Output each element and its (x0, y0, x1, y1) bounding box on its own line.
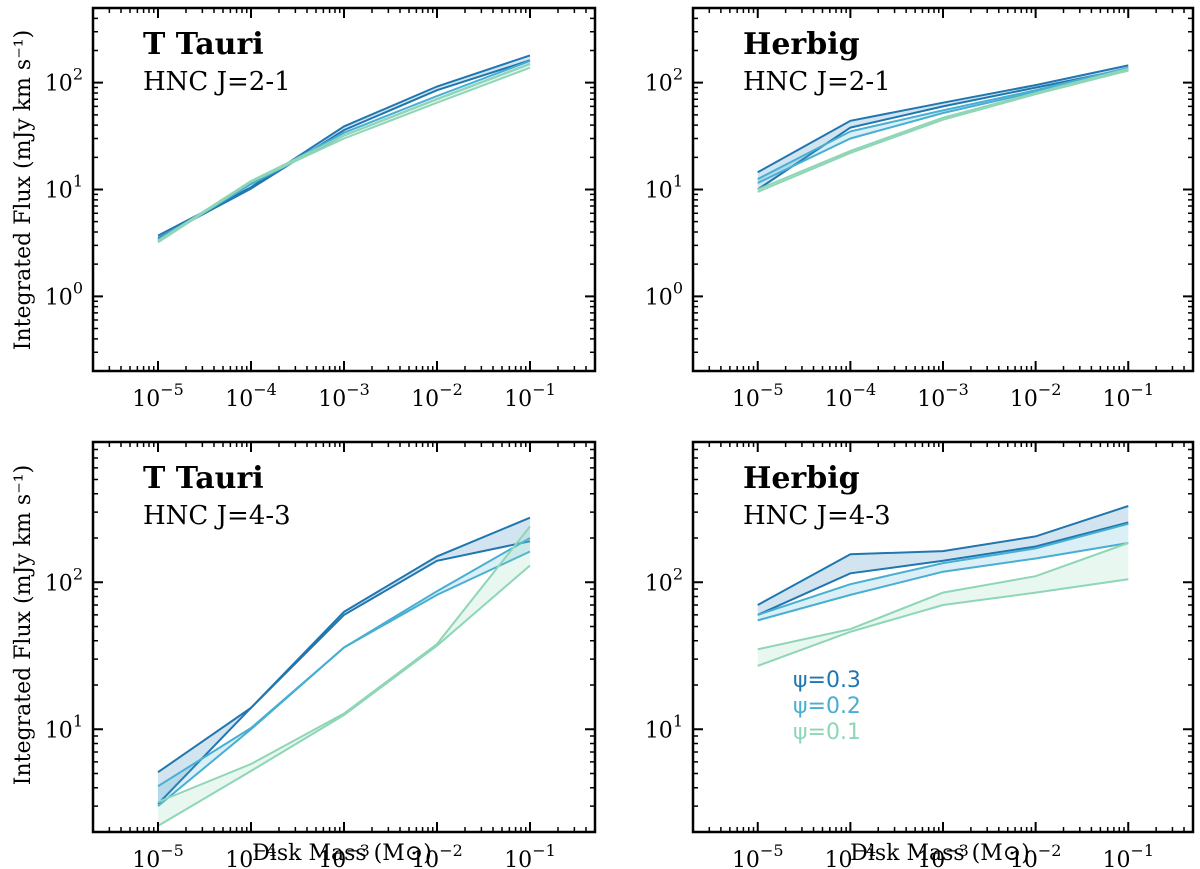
y-tick-label: 101 (45, 711, 83, 743)
panel-title: T Tauri (143, 27, 264, 62)
y-axis-label-bottom: Integrated Flux (mJy km s⁻¹) (11, 465, 36, 785)
series-line-upper-1 (157, 516, 531, 774)
x-tick-label: 10−3 (318, 841, 370, 869)
legend-entry: ψ=0.3 (793, 668, 861, 693)
x-tick-label: 10−5 (732, 841, 784, 869)
x-tick-label: 10−4 (825, 841, 877, 869)
panel-subtitle: HNC J=4-3 (143, 501, 291, 531)
y-tick-label: 101 (45, 172, 83, 204)
series-line-upper-1 (757, 505, 1129, 606)
x-tick-label: 10−1 (1102, 841, 1154, 869)
legend-entry: ψ=0.2 (793, 694, 861, 719)
panel-title: T Tauri (143, 461, 264, 496)
minor-ticks (692, 441, 1194, 833)
x-tick-label: 10−1 (504, 380, 556, 412)
x-tick-label: 10−2 (1010, 841, 1062, 869)
series-line-lower-3 (157, 564, 531, 827)
y-tick-label: 102 (645, 564, 683, 596)
series-line-lower-3 (757, 578, 1129, 667)
minor-ticks (92, 7, 596, 372)
y-tick-label: 101 (645, 172, 683, 204)
chart-panel-1: 10−5 10−4 10−3 10−2 10−1 100 101 102 T Tauri HNC … (45, 6, 597, 412)
chart-panel-3: 10−5 10−4 10−3 10−2 10−1 101 102 T Tauri HNC J=4… (45, 440, 597, 869)
x-tick-label: 10−2 (411, 380, 463, 412)
y-tick-label: 100 (45, 278, 83, 310)
minor-ticks (692, 7, 1194, 372)
minor-ticks (92, 441, 596, 833)
series-line-upper-3 (757, 542, 1129, 651)
panel-subtitle: HNC J=2-1 (143, 67, 291, 97)
x-axis-label-right: Disk Mass (M⊙) (850, 841, 1030, 866)
x-tick-label: 10−3 (318, 380, 370, 412)
series-line-upper-3 (157, 525, 531, 803)
x-tick-label: 10−5 (732, 380, 784, 412)
y-tick-label: 100 (645, 278, 683, 310)
chart-panel-2: 10−5 10−4 10−3 10−2 10−1 100 101 102 Herbig HNC J… (645, 6, 1195, 412)
panel-title: Herbig (743, 27, 860, 62)
x-tick-label: 10−2 (411, 841, 463, 869)
y-axis-label-top: Integrated Flux (mJy km s⁻¹) (11, 30, 36, 350)
panel-title: Herbig (743, 461, 860, 496)
x-tick-label: 10−5 (132, 380, 184, 412)
x-tick-label: 10−4 (825, 380, 877, 412)
series-band-2 (158, 538, 530, 807)
x-tick-label: 10−3 (917, 841, 969, 869)
legend-entry: ψ=0.1 (793, 720, 861, 745)
plot-area (757, 505, 1129, 667)
x-tick-label: 10−1 (504, 841, 556, 869)
series-line-lower-1 (757, 521, 1129, 616)
x-tick-label: 10−3 (917, 380, 969, 412)
x-tick-label: 10−4 (225, 841, 277, 869)
x-axis-label-left: Disk Mass (M⊙) (252, 841, 432, 866)
series-line-lower-1 (157, 59, 531, 240)
series-line-upper-2 (757, 522, 1129, 616)
panel-subtitle: HNC J=4-3 (743, 501, 891, 531)
chart-panel-4: 10−5 10−4 10−3 10−2 10−1 101 102 Herbig HNC J=4-… (645, 440, 1195, 869)
plot-area (157, 54, 531, 244)
series-band-1 (158, 517, 530, 804)
x-tick-label: 10−1 (1102, 380, 1154, 412)
series-line-upper-2 (757, 66, 1129, 180)
series-line-upper-3 (757, 67, 1129, 191)
plot-area (157, 516, 531, 827)
series-line-upper-1 (757, 64, 1129, 174)
y-tick-label: 102 (45, 65, 83, 97)
plot-area (757, 64, 1129, 193)
x-tick-label: 10−5 (132, 841, 184, 869)
x-tick-label: 10−2 (1010, 380, 1062, 412)
panel-subtitle: HNC J=2-1 (743, 67, 891, 97)
legend: ψ=0.3ψ=0.2ψ=0.1 (793, 668, 861, 745)
x-tick-label: 10−4 (225, 380, 277, 412)
series-line-lower-3 (157, 66, 531, 244)
series-line-lower-2 (157, 550, 531, 807)
series-line-lower-2 (757, 542, 1129, 622)
y-tick-label: 102 (645, 65, 683, 97)
series-line-lower-1 (157, 540, 531, 805)
axes-frame (691, 6, 1195, 373)
series-line-lower-3 (757, 69, 1129, 193)
y-tick-label: 101 (645, 711, 683, 743)
series-band-3 (158, 526, 530, 826)
y-tick-label: 102 (45, 564, 83, 596)
